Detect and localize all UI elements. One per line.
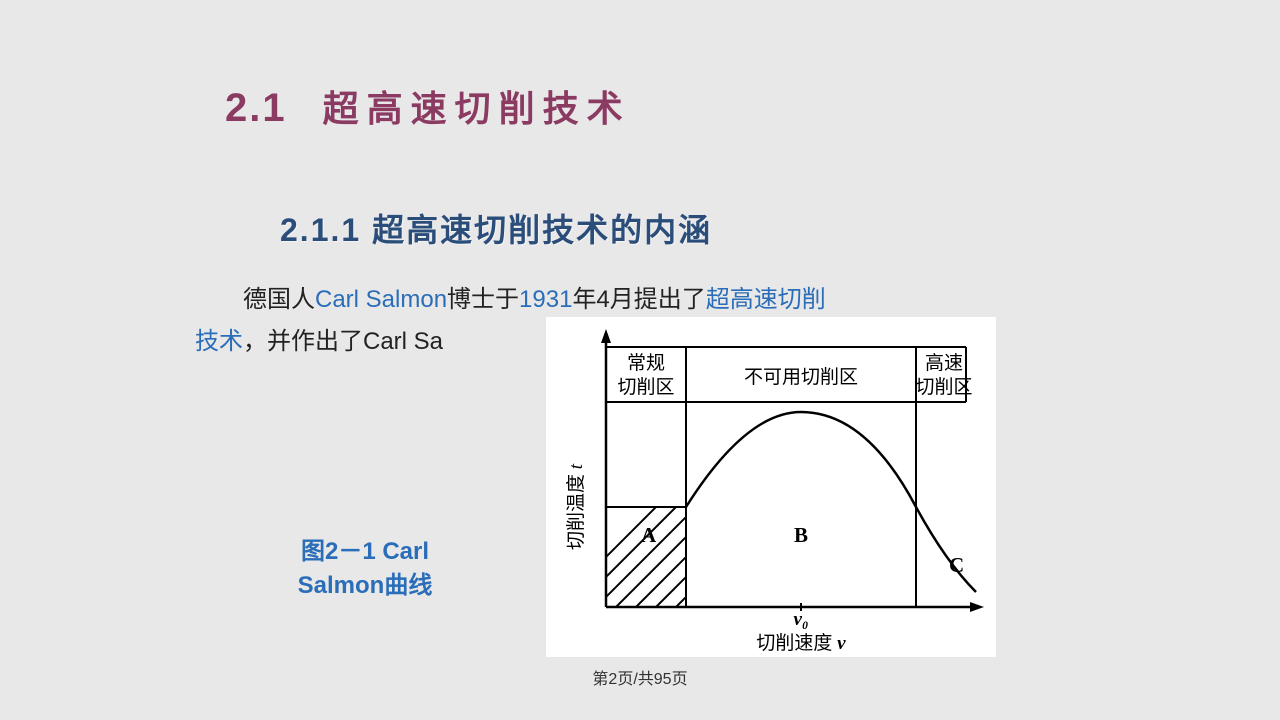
- section-title-text: 超高速切削技术: [323, 88, 631, 129]
- subsection-number: 2.1.1: [280, 212, 361, 248]
- svg-text:A: A: [641, 523, 657, 547]
- section-title: 2.1 超高速切削技术: [225, 80, 631, 132]
- figure-caption: 图2－1 Carl Salmon曲线: [250, 535, 480, 602]
- svg-text:B: B: [794, 523, 808, 547]
- svg-text:高速: 高速: [925, 352, 963, 374]
- body-paragraph-line1: 德国人Carl Salmon博士于1931年4月提出了超高速切削: [195, 278, 1095, 321]
- body-paragraph-line2: 技术，并作出了Carl Sa: [195, 320, 443, 363]
- section-number: 2.1: [225, 86, 287, 130]
- svg-text:不可用切削区: 不可用切削区: [744, 366, 858, 388]
- svg-text:切削区: 切削区: [915, 376, 972, 398]
- salmon-curve-diagram: 常规 切削区 不可用切削区 高速 切削区 A B C 切削温度 t v₀ 切削速…: [546, 317, 996, 657]
- svg-text:C: C: [949, 553, 964, 577]
- svg-text:切削温度 t: 切削温度 t: [565, 463, 587, 550]
- svg-text:v₀: v₀: [793, 609, 808, 630]
- svg-text:切削区: 切削区: [617, 376, 674, 398]
- subsection-title-text: 超高速切削技术的内涵: [372, 212, 712, 248]
- page-number: 第2页/共95页: [592, 665, 687, 689]
- svg-text:切削速度 v: 切削速度 v: [756, 632, 846, 654]
- svg-text:常规: 常规: [627, 352, 665, 374]
- subsection-title: 2.1.1 超高速切削技术的内涵: [280, 205, 712, 251]
